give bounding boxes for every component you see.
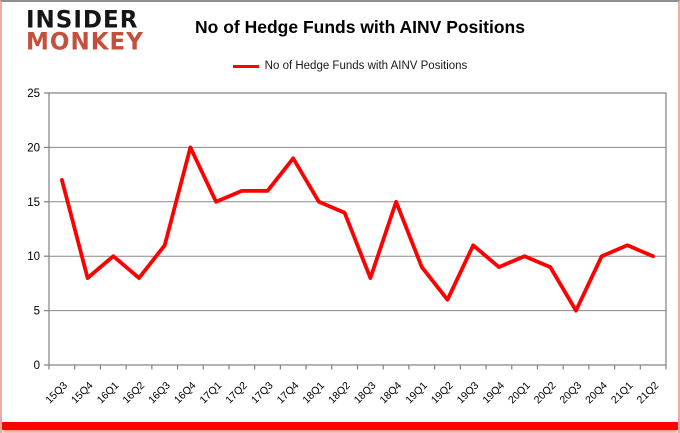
- x-axis-label: 20Q4: [583, 380, 610, 407]
- y-axis-label: 5: [34, 306, 40, 318]
- plot-border: [48, 92, 667, 366]
- chart-legend: No of Hedge Funds with AINV Positions: [22, 60, 678, 72]
- x-axis-label: 18Q2: [326, 380, 353, 407]
- x-axis-label: 20Q1: [506, 380, 533, 407]
- series-line: [60, 145, 655, 313]
- y-axis-label: 25: [27, 88, 40, 100]
- x-axis-label: 16Q3: [146, 380, 173, 407]
- x-axis-label: 17Q4: [275, 380, 302, 407]
- y-axis-label: 20: [27, 142, 40, 154]
- x-axis-label: 17Q2: [223, 380, 250, 407]
- x-axis-label: 15Q3: [43, 380, 70, 407]
- x-axis-label: 16Q4: [172, 380, 199, 407]
- x-axis-label: 18Q1: [300, 380, 327, 407]
- legend-line-swatch: [232, 64, 259, 68]
- x-axis-label: 15Q4: [69, 380, 96, 407]
- x-axis-label: 21Q2: [635, 380, 662, 407]
- y-axis-label: 10: [27, 251, 40, 263]
- x-axis-label: 20Q2: [532, 380, 559, 407]
- x-axis-label: 19Q2: [429, 380, 456, 407]
- x-axis-label: 19Q4: [480, 380, 507, 407]
- chart-title: No of Hedge Funds with AINV Positions: [195, 17, 525, 37]
- legend-label: No of Hedge Funds with AINV Positions: [264, 60, 468, 72]
- insider-monkey-logo: INSIDER MONKEY: [26, 6, 144, 56]
- x-axis-label: 17Q3: [249, 380, 276, 407]
- x-axis-label: 18Q4: [378, 380, 405, 407]
- x-axis-label: 18Q3: [352, 380, 379, 407]
- y-axis-label: 0: [34, 360, 40, 372]
- x-axis-label: 19Q3: [455, 380, 482, 407]
- bottom-accent-bar: [2, 422, 678, 430]
- x-axis-label: 16Q1: [95, 380, 122, 407]
- x-axis-label: 19Q1: [403, 380, 430, 407]
- logo-text-insider: INSIDER: [26, 6, 139, 34]
- x-axis-label: 20Q3: [557, 380, 584, 407]
- logo-text-monkey: MONKEY: [26, 28, 144, 56]
- x-axis-label: 21Q1: [609, 380, 636, 407]
- x-axis-label: 17Q1: [198, 380, 225, 407]
- y-axis-label: 15: [27, 197, 40, 209]
- x-axis-label: 16Q2: [120, 380, 147, 407]
